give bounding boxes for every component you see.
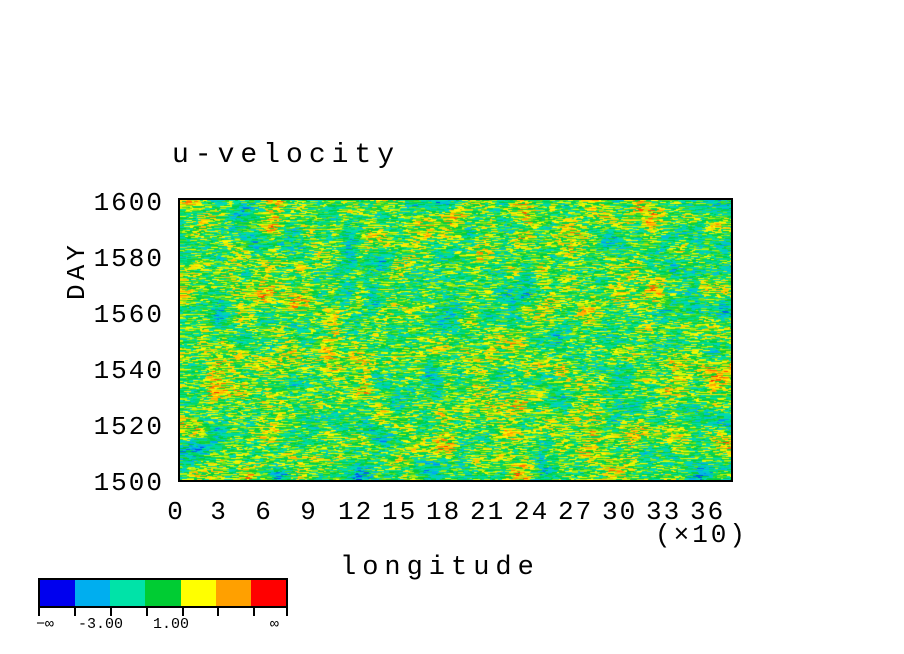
colorbar-gradient (38, 578, 288, 608)
colorbar-segment-lightblue (75, 580, 110, 606)
chart-title: u-velocity (172, 140, 400, 171)
chart-root: u-velocity 1600 1580 1560 1540 1520 1500… (0, 0, 904, 654)
colorbar-segment-teal (110, 580, 145, 606)
x-axis-multiplier-label: (×10) (655, 520, 748, 550)
colorbar-tick-marks (38, 608, 288, 616)
y-tick-label-1600: 1600 (74, 188, 164, 218)
colorbar-segment-green (145, 580, 180, 606)
x-tick-label-18: 18 (426, 497, 458, 527)
colorbar-legend: −∞ -3.00 1.00 ∞ (38, 578, 288, 636)
colorbar-segment-yellow (181, 580, 216, 606)
x-tick-label-0: 0 (166, 497, 186, 527)
colorbar-label-neg3: -3.00 (78, 616, 123, 633)
colorbar-label-1: 1.00 (153, 616, 189, 633)
x-tick-label-30: 30 (602, 497, 634, 527)
heatmap-canvas (178, 198, 733, 482)
colorbar-label-neg-inf: −∞ (36, 616, 54, 633)
x-tick-label-6: 6 (254, 497, 274, 527)
x-tick-label-9: 9 (299, 497, 319, 527)
y-tick-label-1500: 1500 (74, 468, 164, 498)
y-tick-label-1560: 1560 (74, 300, 164, 330)
x-tick-label-12: 12 (338, 497, 370, 527)
colorbar-segment-red (251, 580, 286, 606)
x-axis-title: longitude (340, 553, 540, 583)
x-tick-label-15: 15 (382, 497, 414, 527)
colorbar-label-inf: ∞ (270, 616, 279, 633)
colorbar-tick-labels: −∞ -3.00 1.00 ∞ (38, 616, 308, 636)
x-tick-label-3: 3 (209, 497, 229, 527)
colorbar-segment-orange (216, 580, 251, 606)
y-tick-label-1540: 1540 (74, 356, 164, 386)
y-axis-title: DAY (62, 241, 92, 300)
x-tick-label-27: 27 (558, 497, 590, 527)
x-tick-label-21: 21 (470, 497, 502, 527)
y-tick-label-1520: 1520 (74, 412, 164, 442)
colorbar-segment-darkblue (40, 580, 75, 606)
x-tick-label-24: 24 (514, 497, 546, 527)
